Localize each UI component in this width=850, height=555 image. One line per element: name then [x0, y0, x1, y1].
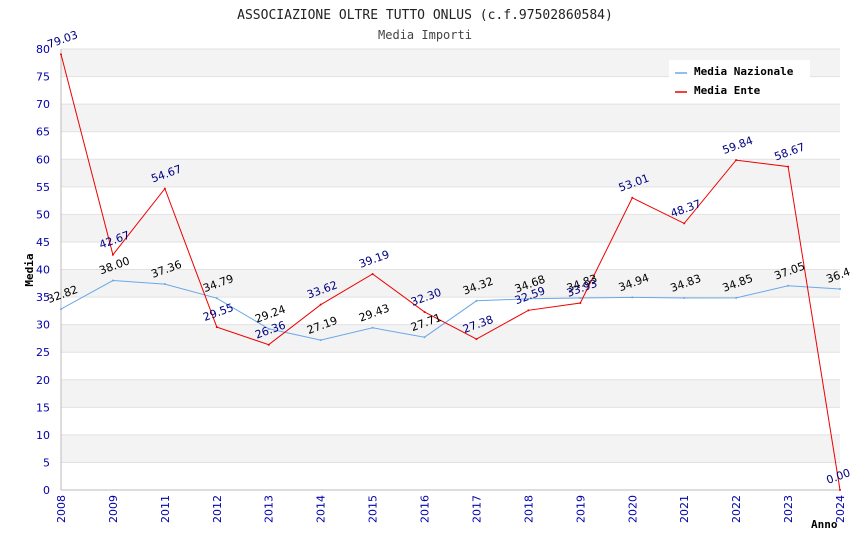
data-point — [423, 310, 426, 313]
x-tick-label: 2016 — [419, 495, 432, 523]
data-point — [527, 297, 530, 300]
y-tick-label: 0 — [43, 484, 50, 497]
x-tick-label: 2023 — [782, 495, 795, 523]
legend-label-media-nazionale: Media Nazionale — [694, 65, 794, 78]
data-point — [735, 159, 738, 162]
x-tick-label: 2020 — [626, 495, 639, 523]
plot-band — [61, 104, 840, 132]
data-point — [60, 53, 62, 56]
data-point — [319, 303, 322, 306]
y-tick-labels: 0 5 10 15 20 25 30 35 40 45 50 55 60 65 70 75 80 — [36, 43, 50, 497]
data-point — [215, 326, 218, 329]
x-tick-label: 2011 — [159, 495, 172, 523]
data-point — [371, 326, 374, 329]
x-tick-label: 2008 — [55, 495, 68, 523]
x-tick-label: 2018 — [522, 495, 535, 523]
data-point — [631, 296, 634, 299]
y-tick-label: 30 — [36, 319, 50, 332]
y-tick-label: 80 — [36, 43, 50, 56]
y-tick-label: 40 — [36, 264, 50, 277]
series-line-media-nazionale — [60, 279, 841, 341]
data-point — [163, 283, 166, 286]
y-tick-label: 25 — [36, 346, 50, 359]
plot-band — [61, 352, 840, 380]
data-point — [267, 327, 270, 330]
data-point — [787, 165, 790, 168]
data-point — [163, 187, 166, 190]
plot-band — [61, 241, 840, 270]
y-axis-label: Media — [23, 253, 36, 286]
y-tick-label: 5 — [43, 456, 50, 469]
data-point — [475, 299, 478, 302]
data-point — [787, 284, 790, 287]
plot-band — [61, 186, 840, 215]
series-line-media-ente — [60, 54, 841, 491]
plot-band — [61, 407, 840, 435]
data-point — [215, 297, 218, 300]
data-point — [111, 279, 114, 282]
plot-band — [61, 297, 840, 325]
legend-label-media-ente: Media Ente — [694, 84, 761, 97]
plot-band — [61, 214, 840, 242]
chart-title: ASSOCIAZIONE OLTRE TUTTO ONLUS (c.f.9750… — [237, 8, 613, 23]
plot-band — [61, 131, 840, 160]
data-label: 79.03 — [46, 28, 80, 51]
data-point — [735, 296, 738, 299]
x-tick-label: 2024 — [834, 495, 847, 523]
data-point — [683, 296, 686, 299]
x-tick-label: 2022 — [730, 495, 743, 523]
y-tick-label: 45 — [36, 236, 50, 249]
data-point — [683, 222, 686, 225]
y-tick-label: 35 — [36, 291, 50, 304]
plot-band — [61, 159, 840, 187]
data-point — [839, 288, 841, 291]
plot-band — [61, 324, 840, 353]
y-tick-label: 10 — [36, 429, 50, 442]
x-axis-label: Anno — [811, 518, 838, 531]
y-tick-label: 60 — [36, 153, 50, 166]
plot-band — [61, 434, 840, 463]
plot-band — [61, 462, 840, 490]
y-tick-label: 75 — [36, 71, 50, 84]
data-point — [839, 489, 841, 491]
data-point — [267, 343, 270, 346]
data-point — [631, 196, 634, 199]
y-tick-label: 15 — [36, 401, 50, 414]
grid-lines — [61, 48, 840, 491]
data-point — [60, 308, 62, 311]
data-point — [579, 301, 582, 304]
data-point — [111, 253, 114, 256]
data-point — [579, 296, 582, 299]
x-tick-label: 2021 — [678, 495, 691, 523]
y-tick-label: 50 — [36, 208, 50, 221]
x-tick-labels: 2008 2009 2011 2012 2013 2014 2015 2016 2017 2018… — [55, 495, 847, 523]
series-lines — [60, 53, 841, 491]
x-tick-label: 2019 — [574, 495, 587, 523]
plot-band — [61, 379, 840, 408]
data-point — [475, 338, 478, 341]
axes — [60, 49, 840, 491]
x-tick-label: 2015 — [367, 495, 380, 523]
y-tick-label: 65 — [36, 126, 50, 139]
data-point — [527, 309, 530, 312]
x-tick-label: 2009 — [107, 495, 120, 523]
x-tick-label: 2017 — [470, 495, 483, 523]
plot-bands — [61, 49, 840, 490]
y-tick-label: 70 — [36, 98, 50, 111]
y-tick-label: 55 — [36, 181, 50, 194]
y-tick-label: 20 — [36, 374, 50, 387]
data-point — [423, 336, 426, 339]
x-tick-label: 2014 — [315, 495, 328, 523]
data-point — [371, 272, 374, 275]
data-point — [319, 339, 322, 342]
x-tick-label: 2013 — [263, 495, 276, 523]
legend: Media Nazionale Media Ente — [669, 60, 810, 100]
x-tick-label: 2012 — [211, 495, 224, 523]
chart-subtitle: Media Importi — [378, 28, 472, 42]
legend-box — [669, 60, 810, 100]
plot-band — [61, 269, 840, 298]
